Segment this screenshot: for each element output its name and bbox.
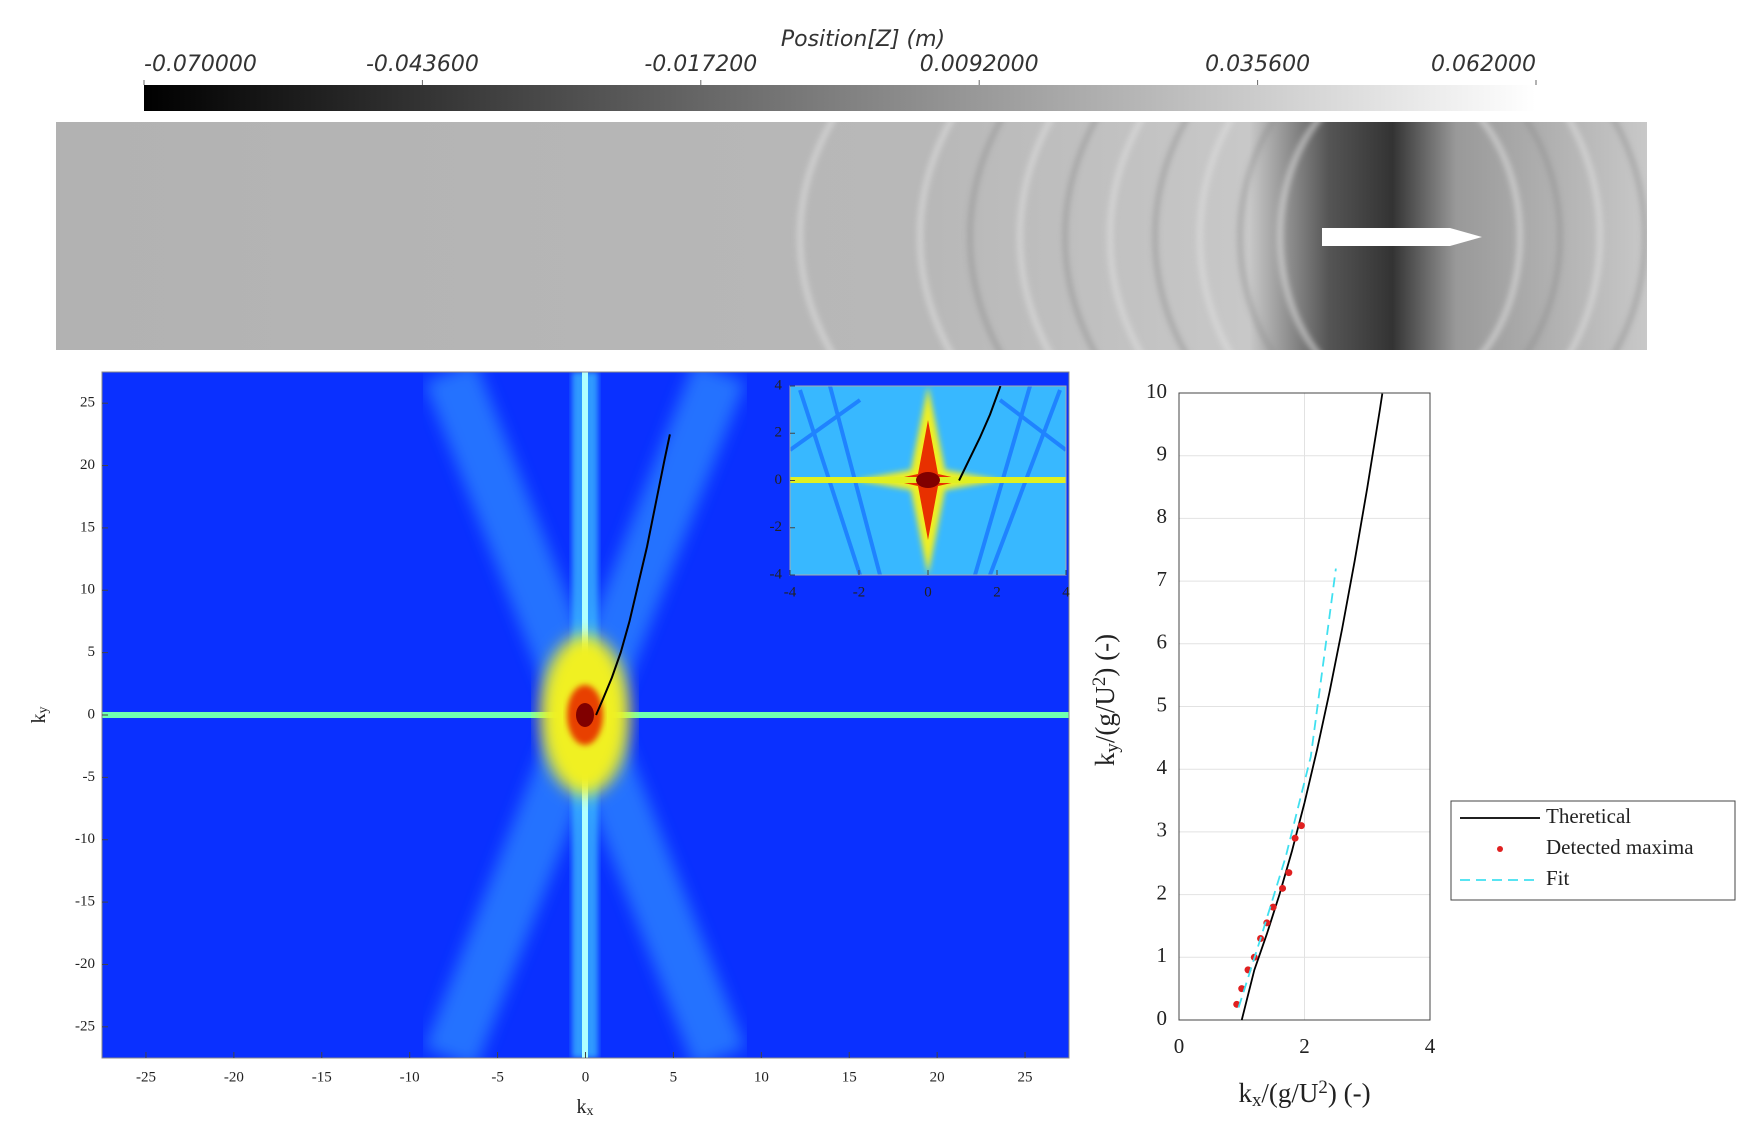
tick-label: 0.062000 [1431,52,1536,77]
y-tick-label: -5 [83,769,96,785]
legend-marker [1497,846,1503,852]
spectrum-heatmap [102,372,1069,1058]
tick-label: 0.0092000 [920,52,1039,77]
y-tick-label: 4 [775,377,783,393]
axis-label-part: x [1252,1090,1262,1111]
x-tick-label: 10 [754,1069,769,1085]
y-tick-label: 5 [1157,692,1168,716]
x-tick-label: -4 [784,584,797,600]
x-tick-label: 2 [1299,1034,1310,1058]
y-tick-label: 4 [1157,755,1168,779]
y-tick-label: 7 [1157,567,1168,591]
axis-label-part: /(g/U [1090,686,1120,743]
colorbar [144,85,1536,111]
x-tick-label: -2 [853,584,866,600]
marker [1291,834,1299,842]
tick-label: 0.035600 [1205,52,1310,77]
axis-label-part: k [1090,752,1120,766]
tick-label: -0.017200 [644,52,757,77]
y-tick-label: -10 [75,831,95,847]
line [1237,568,1337,1008]
axis-label-part: /(g/U [1261,1078,1318,1108]
y-tick-label: -25 [75,1018,95,1034]
x-tick-label: 25 [1018,1069,1033,1085]
x-tick-label: 0 [924,584,932,600]
y-tick-label: 25 [80,395,95,411]
axis-label: ky/(g/U2) (-) [1089,634,1123,766]
x-tick-label: 2 [993,584,1001,600]
y-tick-label: 15 [80,519,95,535]
plot-frame [1178,392,1431,1021]
axis-label-part: 2 [1089,677,1110,686]
wave-field [56,122,1647,350]
y-tick-label: -15 [75,894,95,910]
y-tick-label: -4 [770,566,783,582]
axis-label-part: 2 [1318,1077,1327,1098]
x-tick-label: 4 [1425,1034,1436,1058]
legend-label: Theretical [1546,804,1631,828]
x-tick-label: 4 [1062,584,1070,600]
x-tick-label: 0 [1174,1034,1185,1058]
y-tick-label: 8 [1157,504,1168,528]
colorbar-title: Position[Z] (m) [781,27,945,52]
axis-label-part: k [28,714,50,724]
y-tick-label: 10 [1146,379,1167,403]
y-tick-label: -20 [75,956,95,972]
x-tick-label: -10 [400,1069,420,1085]
axis-label-part: ) (-) [1328,1078,1371,1108]
line [958,386,1002,481]
x-tick-label: 20 [930,1069,945,1085]
y-tick-label: 0 [1157,1006,1168,1030]
x-tick-label: 0 [582,1069,590,1085]
axis-label-part: ) (-) [1090,634,1120,677]
legend-label: Fit [1546,866,1570,890]
marker [1297,822,1305,830]
y-tick-label: 9 [1157,442,1168,466]
axis-label: kx [577,1096,594,1120]
inset-heatmap [790,386,1066,575]
y-tick-label: 2 [775,425,783,441]
axis-label-part: y [36,707,51,714]
axis-label-part: y [1102,743,1123,753]
axis-label: kx/(g/U2) (-) [1238,1077,1370,1111]
y-tick-label: 1 [1157,943,1168,967]
y-tick-label: 20 [80,457,95,473]
x-tick-label: 5 [670,1069,678,1085]
y-tick-label: 0 [88,706,96,722]
axis-label-part: x [587,1104,594,1119]
x-tick-label: 15 [842,1069,857,1085]
y-tick-label: 5 [88,644,96,660]
y-tick-label: 6 [1157,630,1168,654]
y-tick-label: 0 [775,472,783,488]
y-tick-label: 3 [1157,818,1168,842]
legend-label: Detected maxima [1546,835,1694,859]
y-tick-label: 10 [80,582,95,598]
marker [1285,869,1293,877]
axis-label-part: k [577,1096,587,1118]
inset-series [958,386,1002,481]
axis-label-part: k [1238,1078,1252,1108]
axis-label: ky [28,707,52,724]
x-tick-label: -25 [136,1069,156,1085]
tick-label: -0.070000 [144,52,257,77]
x-tick-label: -20 [224,1069,244,1085]
marker [1269,903,1277,911]
tick-label: -0.043600 [366,52,479,77]
line [595,434,671,716]
marker [1279,884,1287,892]
y-tick-label: 2 [1157,880,1168,904]
y-tick-label: -2 [770,519,783,535]
line [1240,393,1384,1021]
x-tick-label: -15 [312,1069,332,1085]
x-tick-label: -5 [491,1069,504,1085]
